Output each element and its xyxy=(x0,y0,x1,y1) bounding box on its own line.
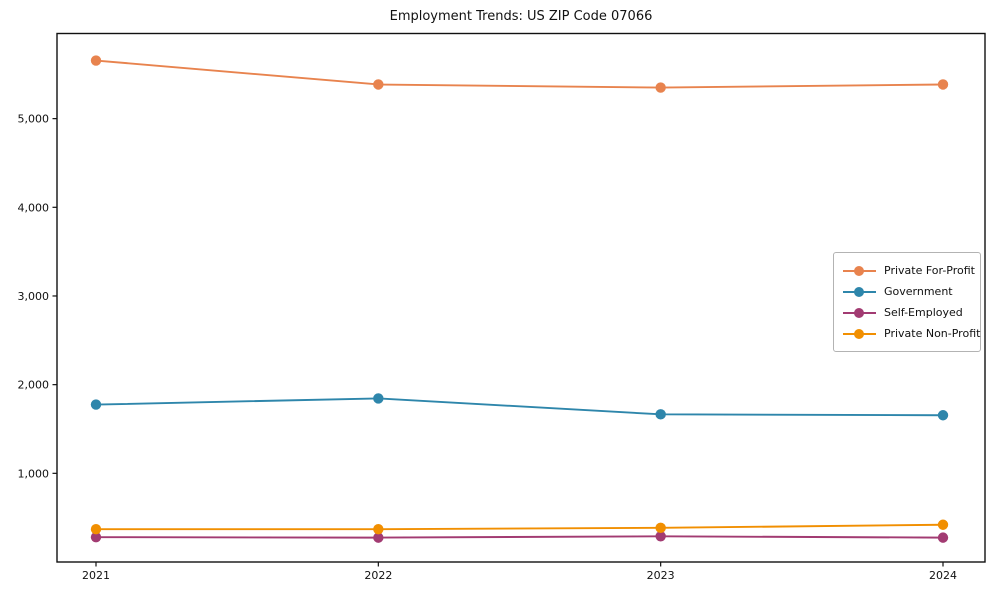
x-axis: 2021 2022 2023 2024 xyxy=(82,562,957,582)
data-point-marker xyxy=(937,79,949,90)
y-tick-label: 4,000 xyxy=(18,201,50,214)
data-point-marker xyxy=(655,82,666,93)
x-tick-label: 2023 xyxy=(647,569,675,582)
y-tick-label: 1,000 xyxy=(18,467,50,480)
data-point-marker xyxy=(90,55,102,66)
legend-label: Private Non-Profit xyxy=(884,327,981,340)
y-axis: 1,000 2,000 3,000 4,000 5,000 xyxy=(18,113,57,480)
legend-label: Self-Employed xyxy=(884,306,963,319)
series-line xyxy=(95,523,944,531)
chart-title: Employment Trends: US ZIP Code 07066 xyxy=(389,9,653,24)
data-point-marker xyxy=(655,409,666,420)
axes-box xyxy=(56,32,986,563)
data-point-marker xyxy=(373,79,384,90)
legend-label: Private For-Profit xyxy=(884,264,975,277)
data-point-marker xyxy=(90,531,102,543)
legend-item-self-employed: Self-Employed xyxy=(843,302,971,323)
series-line xyxy=(95,59,944,89)
y-tick-label: 3,000 xyxy=(18,290,50,303)
series-line xyxy=(95,535,944,539)
data-point-marker xyxy=(373,523,384,535)
data-point-marker xyxy=(937,532,949,543)
series-private-non-profit xyxy=(90,519,949,535)
data-point-marker xyxy=(655,531,666,542)
x-tick-label: 2022 xyxy=(364,569,392,582)
data-point-marker xyxy=(937,410,949,421)
x-tick-label: 2021 xyxy=(82,569,110,582)
y-tick-label: 5,000 xyxy=(18,113,50,126)
series-line xyxy=(95,397,944,417)
legend-item-government: Government xyxy=(843,281,971,302)
data-point-marker xyxy=(90,399,102,410)
legend-item-private-for-profit: Private For-Profit xyxy=(843,260,975,281)
data-point-marker xyxy=(373,532,384,543)
line-marker-icon xyxy=(843,307,876,319)
line-marker-icon xyxy=(843,265,876,277)
legend: Private For-Profit Government Self-Emplo… xyxy=(833,252,981,352)
line-marker-icon xyxy=(843,328,876,340)
series-government xyxy=(90,393,949,421)
series-self-employed xyxy=(90,531,949,543)
y-tick-label: 2,000 xyxy=(18,379,50,392)
x-tick-label: 2024 xyxy=(929,569,957,582)
data-point-marker xyxy=(937,519,949,530)
legend-label: Government xyxy=(884,285,953,298)
data-point-marker xyxy=(373,393,384,404)
data-point-marker xyxy=(655,522,666,534)
series-private-for-profit xyxy=(90,55,949,93)
data-point-marker xyxy=(90,523,102,535)
legend-item-private-non-profit: Private Non-Profit xyxy=(843,323,980,344)
line-marker-icon xyxy=(843,286,876,298)
